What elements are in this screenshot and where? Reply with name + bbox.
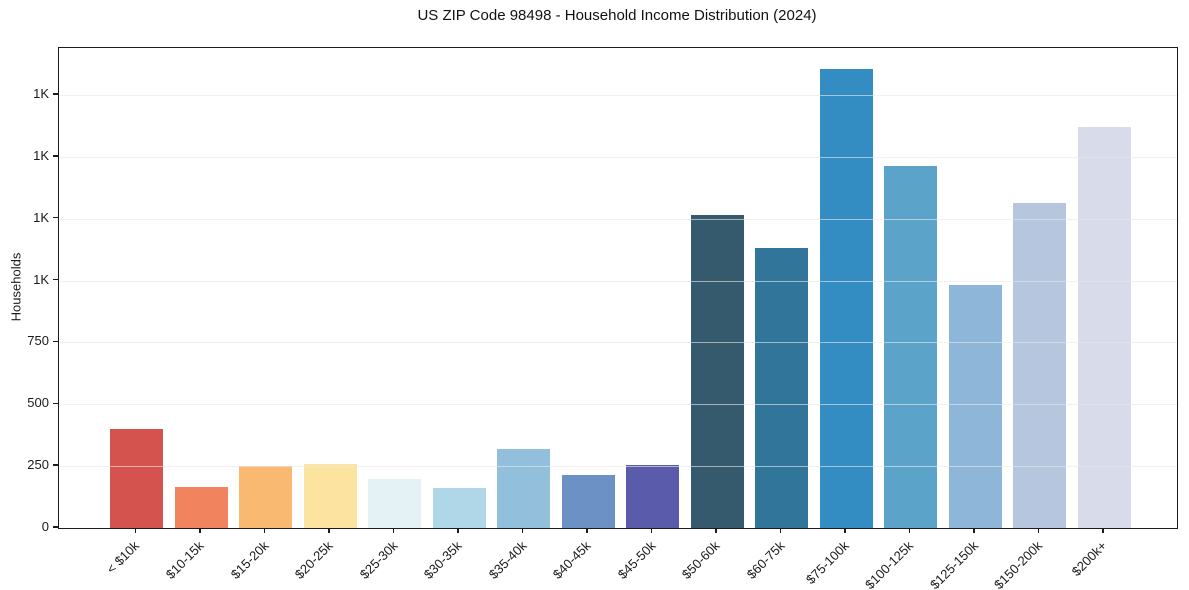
y-tick-label: 250	[27, 457, 49, 473]
x-tick-mark	[134, 528, 137, 534]
x-tick-label: $150-200k	[991, 538, 1046, 590]
x-tick-label: $50-60k	[678, 538, 723, 582]
x-tick-label: $25-30k	[356, 538, 401, 582]
y-tick-mark	[53, 93, 58, 95]
x-tick-mark	[1037, 528, 1040, 534]
x-tick-label: $35-40k	[485, 538, 530, 582]
x-tick-label: $60-75k	[743, 538, 788, 582]
chart-title: US ZIP Code 98498 - Household Income Dis…	[417, 7, 817, 24]
y-axis-label: Households	[8, 252, 24, 322]
y-tick-label: 1K	[33, 86, 49, 101]
y-tick-label: 1K	[33, 271, 49, 287]
x-tick-label: $100-125k	[862, 538, 917, 590]
gridline	[59, 156, 1177, 158]
y-tick-mark	[53, 217, 58, 219]
x-tick-mark	[973, 528, 975, 534]
gridline	[59, 280, 1177, 282]
y-tick-label: 0	[41, 519, 49, 534]
x-tick-mark	[328, 528, 330, 534]
x-tick-mark	[908, 528, 911, 534]
y-tick-label: 500	[27, 395, 49, 411]
bar	[1077, 127, 1131, 528]
x-tick-mark	[779, 528, 782, 534]
x-tick-mark	[199, 528, 201, 534]
gridline	[59, 95, 1177, 96]
y-tick-mark	[53, 526, 58, 528]
x-tick-label: $15-20k	[227, 538, 272, 582]
y-tick-label: 1K	[33, 147, 49, 163]
bar	[755, 248, 808, 528]
x-tick-mark	[521, 528, 524, 534]
bar	[368, 479, 421, 528]
plot-area	[58, 47, 1178, 529]
bar	[819, 69, 873, 528]
bar	[432, 488, 486, 528]
bar	[174, 487, 228, 528]
x-tick-mark	[715, 528, 717, 534]
bar	[239, 466, 292, 528]
gridline	[59, 466, 1177, 468]
x-tick-label: $75-100k	[802, 538, 852, 587]
bar	[626, 464, 679, 528]
y-tick-label: 1K	[33, 209, 49, 225]
y-tick-mark	[53, 278, 58, 281]
gridline	[59, 342, 1177, 344]
bar	[690, 214, 744, 528]
bar	[110, 428, 163, 528]
x-tick-mark	[844, 528, 846, 534]
x-tick-label: $125-150k	[926, 538, 981, 590]
bar	[1013, 203, 1066, 528]
gridline	[59, 404, 1177, 406]
y-tick-label: 750	[27, 333, 49, 349]
y-tick-mark	[53, 155, 58, 157]
x-tick-label: $30-35k	[420, 538, 465, 582]
bar	[884, 166, 937, 528]
x-tick-mark	[650, 528, 653, 534]
y-tick-mark	[53, 340, 58, 343]
bar	[948, 284, 1002, 528]
x-tick-mark	[1102, 528, 1104, 534]
bar	[561, 475, 615, 528]
x-tick-mark	[586, 528, 588, 534]
x-tick-label: < $10k	[103, 538, 143, 577]
x-tick-mark	[263, 528, 266, 534]
bar	[303, 464, 357, 528]
x-tick-mark	[457, 528, 459, 534]
x-tick-mark	[392, 528, 395, 534]
x-tick-label: $10-15k	[162, 538, 207, 582]
gridline	[59, 218, 1177, 220]
x-tick-label: $45-50k	[614, 538, 659, 582]
y-tick-mark	[53, 464, 58, 466]
bar	[497, 449, 550, 528]
x-tick-label: $40-45k	[549, 538, 594, 582]
y-tick-mark	[53, 402, 58, 404]
x-tick-label: $20-25k	[291, 538, 336, 582]
x-tick-label: $200k+	[1068, 538, 1110, 580]
